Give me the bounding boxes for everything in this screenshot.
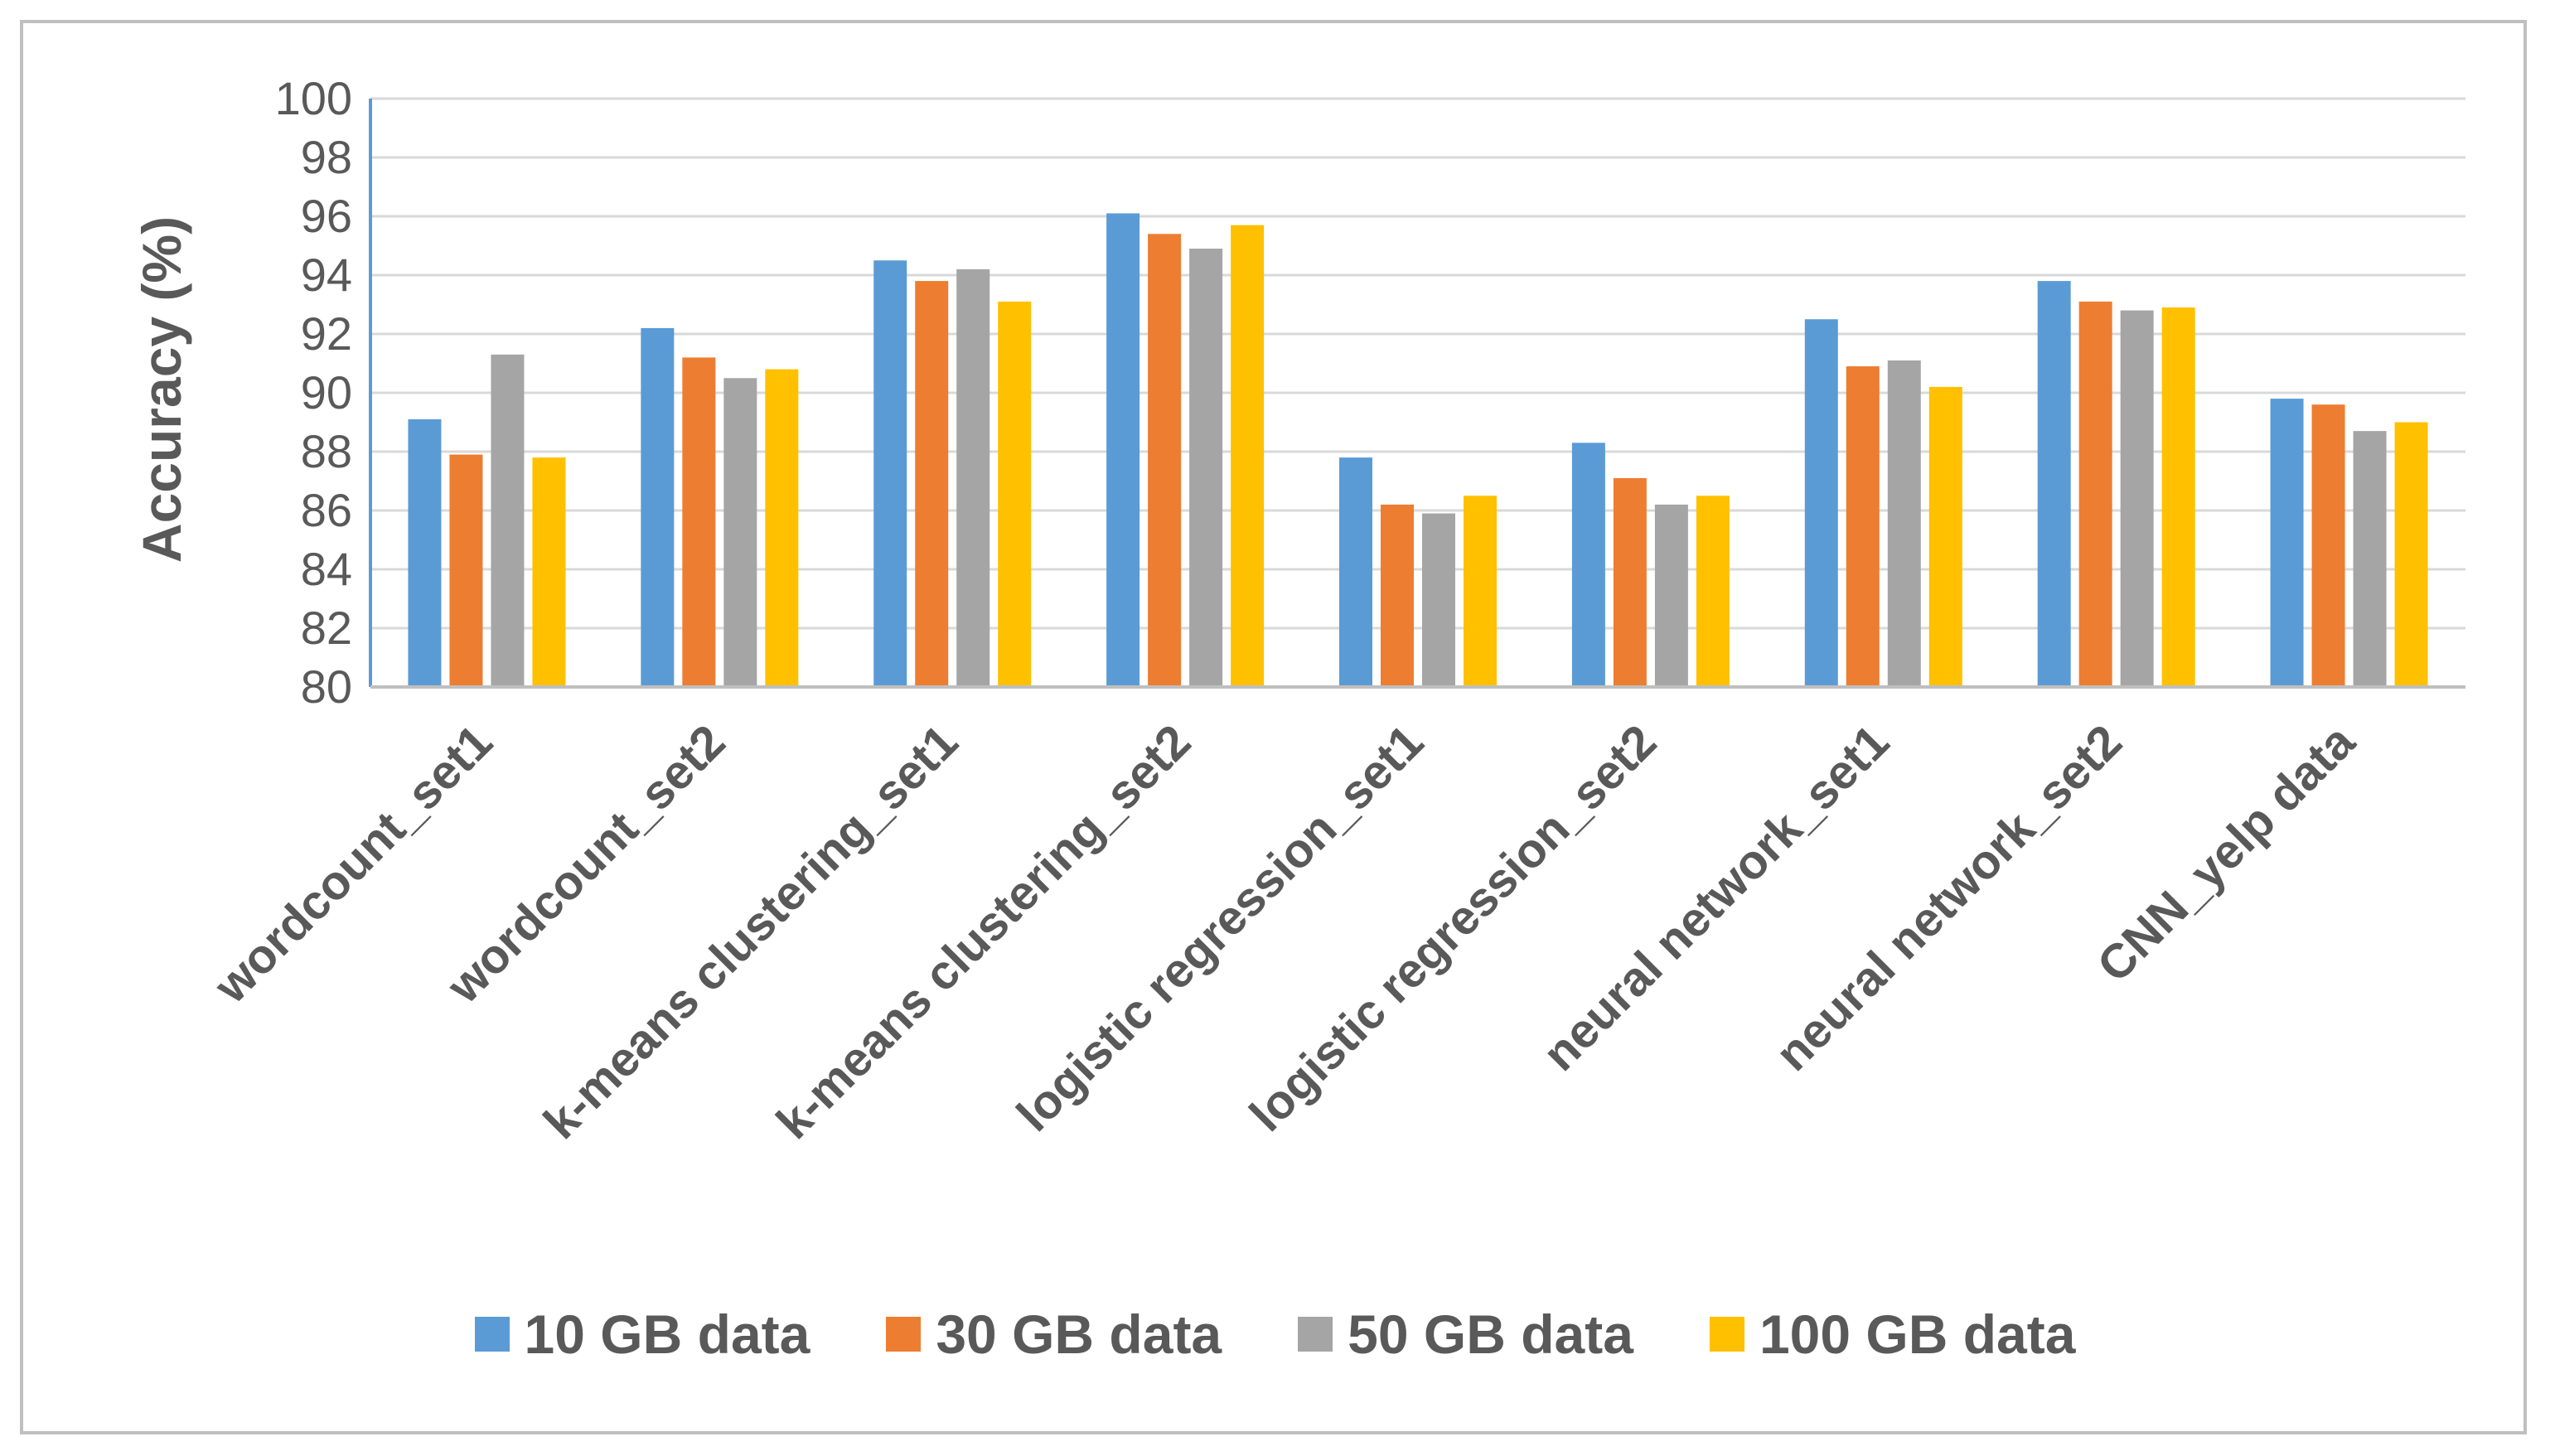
y-tick-label: 90 [301,366,352,418]
bar [1106,213,1140,687]
bar [765,369,799,687]
y-tick-label: 98 [301,131,352,183]
y-tick-label: 80 [301,660,352,713]
y-tick-label: 92 [301,307,352,360]
legend-label: 30 GB data [936,1304,1222,1365]
y-tick-label: 84 [301,543,352,595]
bar [1571,443,1605,687]
bar [1887,360,1921,687]
bar [956,268,990,687]
bar [1148,234,1182,687]
bar [641,327,675,687]
axes [369,99,2465,689]
legend-swatch [1298,1317,1333,1352]
bar [915,281,949,687]
y-tick-label: 82 [301,602,352,654]
bar [1381,504,1414,687]
bar [2120,310,2154,687]
bar [998,301,1032,687]
bar [1339,457,1372,687]
bar [1846,366,1880,687]
y-tick-label: 94 [301,249,352,301]
x-category-label: logistic regression_set2 [1240,714,1667,1142]
legend-label: 10 GB data [524,1304,810,1365]
bar [1804,319,1838,687]
bar [2037,281,2071,687]
bar [1422,513,1455,687]
bar [1464,496,1497,687]
bar [2161,307,2195,687]
bar [1928,386,1962,687]
legend-item: 50 GB data [1298,1303,1633,1366]
y-tick-label: 96 [301,190,352,242]
y-tick-label: 100 [275,72,352,124]
bar [449,454,483,687]
legend-swatch [886,1317,922,1352]
bar [2311,404,2345,687]
x-category-label: k-means clustering_set1 [534,714,969,1149]
bar [532,457,566,687]
y-axis-title: Accuracy (%) [131,216,192,563]
bar [408,418,442,687]
legend-item: 30 GB data [886,1303,1222,1366]
legend-item: 10 GB data [474,1303,810,1366]
bar [2078,301,2112,687]
legend-label: 100 GB data [1759,1304,2076,1365]
bar [1696,496,1730,687]
x-category-label: k-means clustering_set2 [767,714,1202,1149]
legend-item: 100 GB data [1709,1303,2076,1366]
legend-swatch [474,1317,510,1352]
bar [723,378,757,687]
bar [873,260,907,687]
bar [1613,477,1647,687]
bar [1654,504,1688,687]
x-category-label: logistic regression_set1 [1007,714,1435,1142]
legend: 10 GB data 30 GB data 50 GB data 100 GB dat… [0,1301,2550,1367]
bar [491,354,525,687]
bar [1231,225,1265,687]
bar [2353,431,2387,687]
legend-label: 50 GB data [1348,1304,1633,1365]
bar [1189,249,1223,687]
bars [408,213,2428,687]
bar [682,357,716,687]
bar [2270,399,2304,687]
bar [2394,422,2428,687]
legend-swatch [1709,1317,1744,1352]
y-tick-label: 88 [301,425,352,477]
y-tick-label: 86 [301,484,352,536]
chart-frame [20,20,2527,1434]
y-tick-labels: 80 82 84 86 88 90 92 94 96 98 100 [275,72,352,713]
